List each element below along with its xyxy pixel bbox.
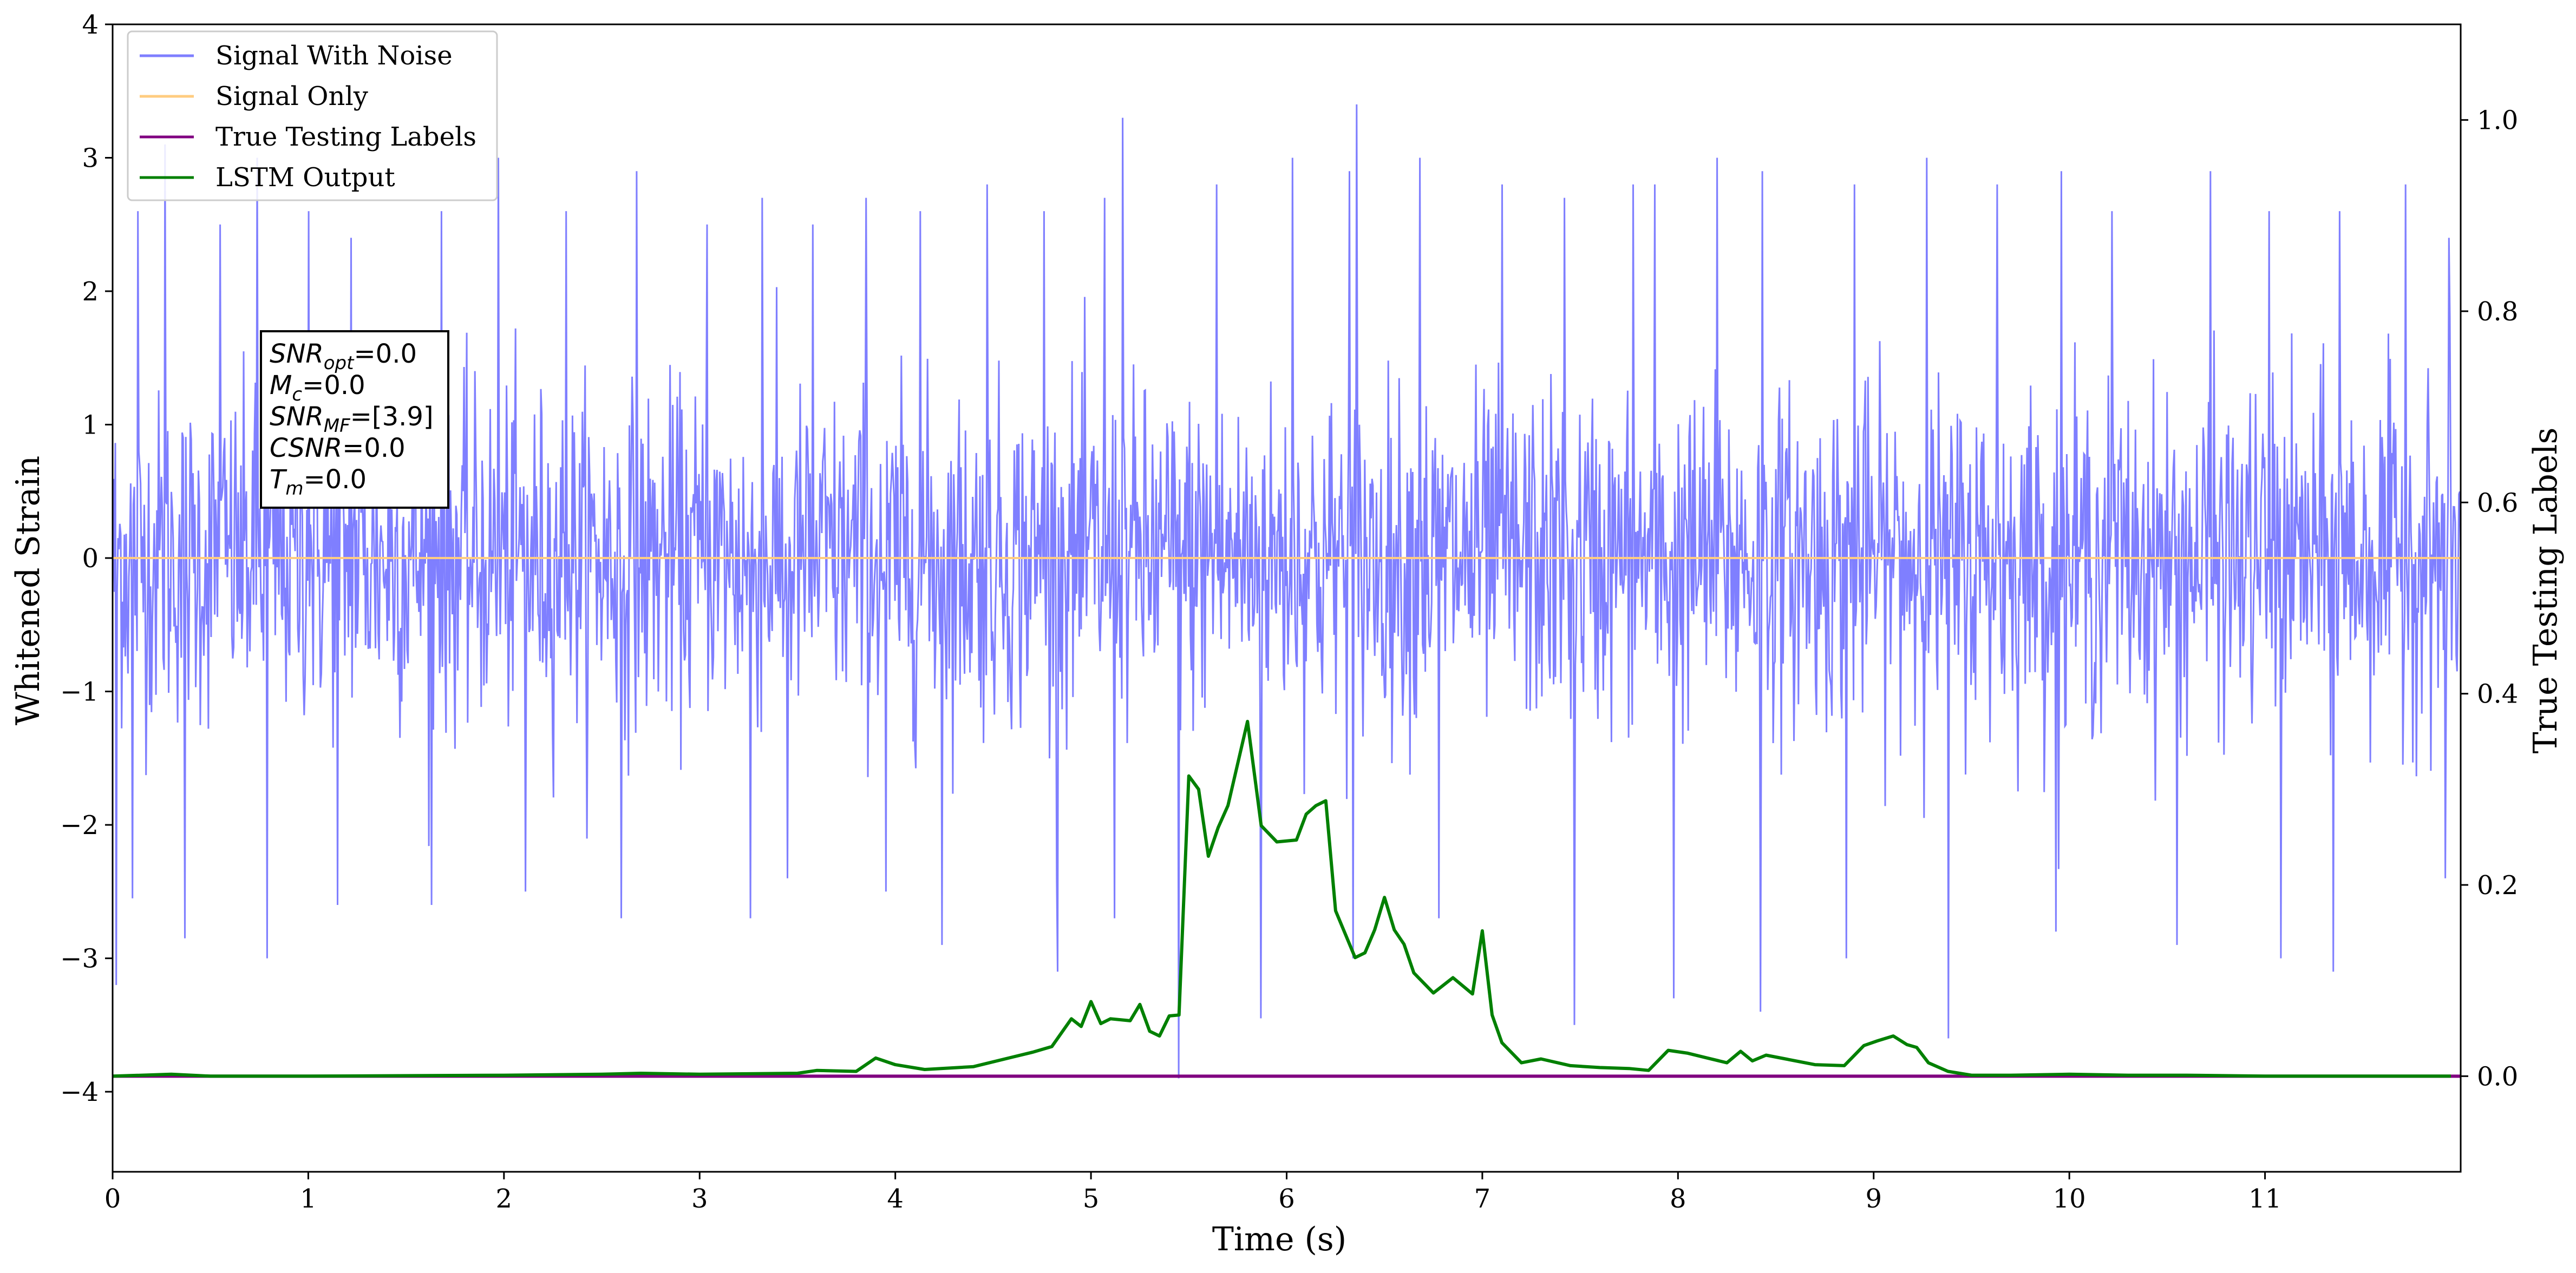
x-tick-label: 5 <box>1083 1184 1100 1214</box>
info-csnr: CSNR=0.0 <box>270 433 406 463</box>
lstm-output-line <box>112 719 2451 1078</box>
y2-tick-label: 0.4 <box>2477 679 2518 710</box>
info-mc: Mc=0.0 <box>270 370 365 405</box>
x-axis-ticks: 0 1 2 3 4 5 6 7 8 9 10 11 <box>104 1172 2281 1214</box>
y2-tick-label: 0.6 <box>2477 488 2518 518</box>
x-tick-label: 6 <box>1278 1184 1295 1214</box>
y-tick-label: −2 <box>60 810 99 841</box>
y-tick-label: 4 <box>82 10 99 40</box>
y2-tick-label: 1.0 <box>2477 106 2518 136</box>
legend-box <box>127 30 498 201</box>
x-axis-label: Time (s) <box>1212 1220 1346 1258</box>
y-tick-label: −4 <box>60 1077 99 1107</box>
x-tick-label: 11 <box>2248 1184 2281 1214</box>
info-box-frame <box>260 330 449 509</box>
x-tick-label: 3 <box>691 1184 708 1214</box>
plot-area <box>112 104 2462 1079</box>
y2-axis-ticks: 0.0 0.2 0.4 0.6 0.8 1.0 <box>2461 106 2518 1092</box>
y-axis-label: Whitened Strain <box>9 456 47 725</box>
y-tick-label: 3 <box>82 143 99 174</box>
legend-label-signal-only: Signal Only <box>215 81 368 111</box>
info-snr-mf: SNRMF=[3.9] <box>270 402 434 437</box>
y-tick-label: 1 <box>82 410 99 441</box>
x-tick-label: 8 <box>1670 1184 1686 1214</box>
y2-tick-label: 0.0 <box>2477 1061 2518 1092</box>
x-tick-label: 10 <box>2053 1184 2086 1214</box>
y-tick-label: 0 <box>82 543 99 574</box>
x-tick-label: 2 <box>496 1184 513 1214</box>
x-tick-label: 0 <box>104 1184 121 1214</box>
x-tick-label: 7 <box>1474 1184 1491 1214</box>
info-tm: Tm=0.0 <box>270 464 367 500</box>
y2-tick-label: 0.8 <box>2477 297 2518 327</box>
signal-with-noise-series <box>112 104 2462 1079</box>
info-box: SNRopt=0.0 Mc=0.0 SNRMF=[3.9] CSNR=0.0 T… <box>260 330 449 509</box>
legend-label-signal-with-noise: Signal With Noise <box>215 41 453 71</box>
legend-label-lstm-output: LSTM Output <box>215 162 395 193</box>
y2-axis-label: True Testing Labels <box>2527 428 2565 754</box>
y-tick-label: −1 <box>60 677 99 707</box>
signal-with-noise-line <box>112 104 2462 1079</box>
y-tick-label: −3 <box>60 944 99 974</box>
legend-label-true-testing-labels: True Testing Labels <box>215 122 476 152</box>
y2-tick-label: 0.2 <box>2477 870 2518 901</box>
legend: Signal With Noise Signal Only True Testi… <box>127 30 498 201</box>
info-snr-opt: SNRopt=0.0 <box>270 339 417 374</box>
x-tick-label: 1 <box>300 1184 317 1214</box>
y-axis-ticks: −4 −3 −2 −1 0 1 2 3 4 <box>60 10 113 1107</box>
y-tick-label: 2 <box>82 277 99 307</box>
x-tick-label: 9 <box>1865 1184 1882 1214</box>
x-tick-label: 4 <box>887 1184 904 1214</box>
